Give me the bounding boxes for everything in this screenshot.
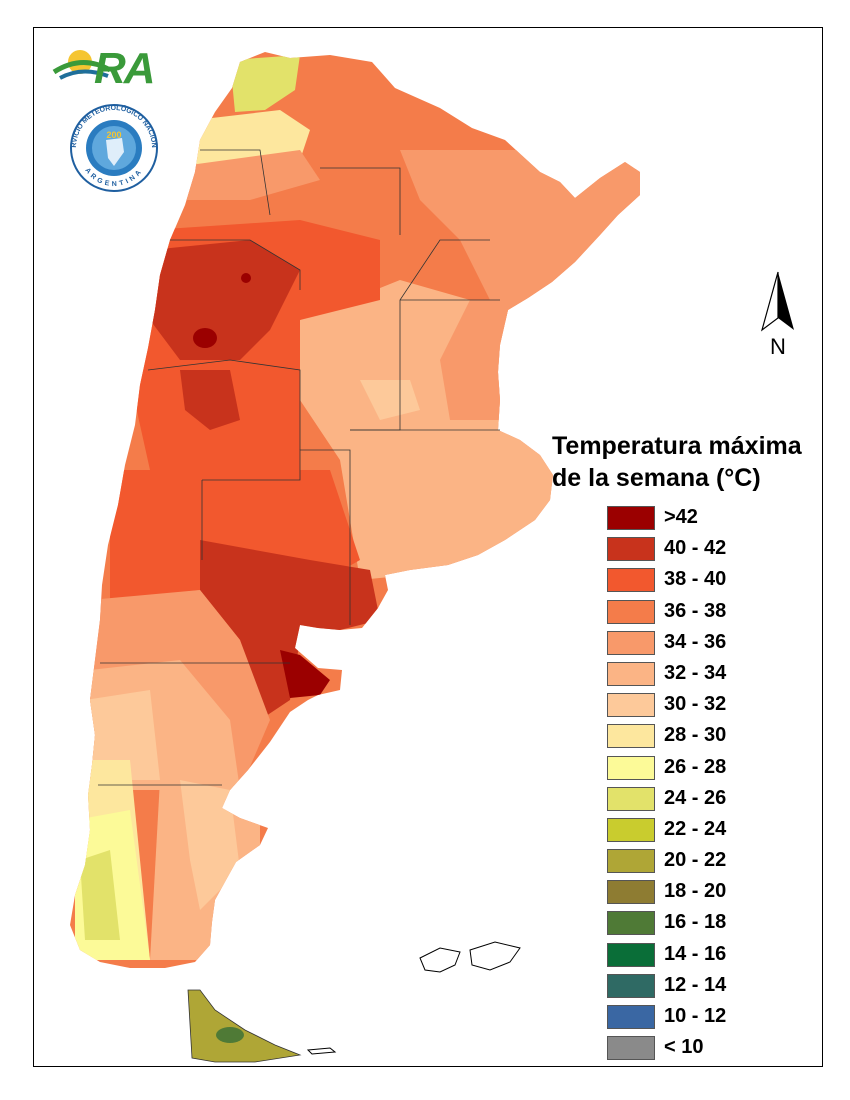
legend-label: 28 - 30 [664, 724, 727, 747]
legend-swatch [607, 849, 655, 874]
legend-swatch [607, 568, 655, 593]
legend-label: >42 [664, 506, 698, 528]
legend-label: 12 - 14 [664, 973, 727, 996]
legend-swatch [607, 817, 655, 842]
legend-item: 38 - 40 [552, 566, 822, 597]
legend-label: 16 - 18 [664, 911, 727, 934]
legend-swatch [607, 942, 655, 967]
smn-logo: SERVICIO METEOROLÓGICO NACIONAL ARGENTIN… [63, 99, 162, 192]
legend-label: 26 - 28 [664, 755, 727, 778]
north-label: N [770, 334, 786, 359]
legend-label: 30 - 32 [664, 693, 727, 716]
legend-swatch [607, 973, 655, 998]
legend-items: >42 40 - 42 38 - 40 36 - 38 34 - 36 32 - 34 30… [552, 504, 822, 1065]
province-boundaries [98, 149, 500, 786]
legend-item: 20 - 22 [552, 847, 822, 878]
legend-swatch [607, 630, 655, 655]
legend-swatch [607, 693, 655, 718]
legend-label: 24 - 26 [664, 786, 727, 809]
ora-sun-icon [52, 50, 112, 80]
legend-swatch [607, 724, 655, 749]
legend-item: 26 - 28 [552, 754, 822, 785]
legend-label: 34 - 36 [664, 630, 727, 653]
legend-label: 38 - 40 [664, 568, 727, 591]
legend-swatch [607, 661, 655, 686]
smn-center-text: 200 [106, 130, 121, 140]
legend-label: 20 - 22 [664, 849, 727, 872]
legend-label: 40 - 42 [664, 537, 727, 560]
legend-item: < 10 [552, 1034, 822, 1065]
malvinas-islands [419, 941, 521, 973]
legend-swatch [607, 537, 655, 562]
legend-swatch [607, 880, 655, 905]
legend-label: 36 - 38 [664, 599, 727, 622]
legend-swatch [607, 755, 655, 780]
legend-swatch [607, 1036, 655, 1061]
legend-swatch [607, 1005, 655, 1029]
legend-swatch [607, 911, 655, 936]
isla-de-los-estados [306, 1047, 337, 1055]
legend-item: >42 [552, 504, 822, 535]
legend-swatch [607, 599, 655, 624]
legend-item: 24 - 26 [552, 785, 822, 816]
legend-item: 30 - 32 [552, 691, 822, 722]
legend-item: 12 - 14 [552, 972, 822, 1003]
legend-swatch [607, 786, 655, 811]
north-arrow: N [758, 270, 806, 362]
legend-item: 16 - 18 [552, 909, 822, 940]
legend-label: 14 - 16 [664, 942, 727, 965]
legend-item: 10 - 12 [552, 1003, 822, 1034]
legend-item: 36 - 38 [552, 598, 822, 629]
legend-title: Temperatura máxima de la semana (°C) [552, 432, 802, 492]
legend: Temperatura máxima de la semana (°C) >42… [552, 430, 822, 1065]
tierra-del-fuego [187, 989, 302, 1063]
legend-swatch [607, 506, 655, 530]
legend-label: 10 - 12 [664, 1005, 727, 1027]
legend-item: 34 - 36 [552, 629, 822, 660]
legend-item: 14 - 16 [552, 941, 822, 972]
legend-label: 32 - 34 [664, 661, 727, 684]
legend-item: 18 - 20 [552, 878, 822, 909]
ora-logo: RA [52, 44, 164, 93]
north-arrow-icon [760, 271, 794, 332]
legend-label: < 10 [664, 1036, 704, 1059]
ora-logo-text: RA [94, 44, 156, 93]
temperature-zones [75, 55, 640, 960]
legend-item: 22 - 24 [552, 816, 822, 847]
legend-item: 28 - 30 [552, 722, 822, 753]
legend-label: 22 - 24 [664, 817, 727, 840]
legend-item: 40 - 42 [552, 535, 822, 566]
smn-globe-icon: SERVICIO METEOROLÓGICO NACIONAL ARGENTIN… [63, 99, 158, 192]
legend-item: 32 - 34 [552, 660, 822, 691]
legend-label: 18 - 20 [664, 880, 727, 903]
